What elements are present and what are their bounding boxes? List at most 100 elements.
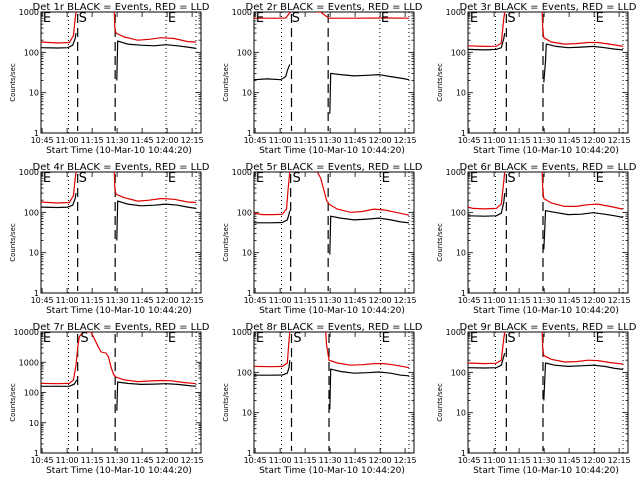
- y-tick-label: 10: [29, 419, 39, 428]
- x-tick-label: 11:45: [558, 296, 581, 305]
- chart-panel-2: Det 2r BLACK = Events, RED = LLD 1 10 100 10…: [222, 2, 423, 156]
- plot-frame: [467, 171, 629, 294]
- plot-frame: [253, 331, 415, 454]
- y-axis-label: Counts/sec: [9, 63, 17, 102]
- event-marker-e: E: [470, 171, 478, 186]
- x-axis-label: Start Time (10-Mar-10 10:44:20): [259, 466, 405, 476]
- series-line-events: [543, 209, 624, 250]
- event-marker-s: S: [507, 11, 515, 26]
- series-line-events: [41, 33, 77, 49]
- series-line-events: [116, 40, 197, 81]
- y-tick-label: 1000: [446, 328, 466, 337]
- chart-panel-4: Det 4r BLACK = Events, RED = LLD 1 10 100 10…: [9, 162, 210, 316]
- series-line-events: [254, 210, 291, 224]
- x-axis-label: Start Time (10-Mar-10 10:44:20): [46, 466, 192, 476]
- series-line-events: [329, 72, 410, 114]
- x-tick-label: 12:00: [156, 136, 179, 145]
- x-tick-label: 12:00: [369, 136, 392, 145]
- x-tick-label: 11:15: [294, 456, 317, 465]
- x-tick-label: 12:15: [394, 456, 417, 465]
- x-tick-label: 11:00: [269, 296, 292, 305]
- y-tick-label: 10: [29, 89, 39, 98]
- plot-frame: [253, 171, 415, 294]
- series-line-events: [468, 33, 506, 51]
- y-tick-label: 100: [24, 208, 39, 217]
- x-axis-label: Start Time (10-Mar-10 10:44:20): [473, 306, 619, 316]
- y-tick-label: 1: [461, 129, 466, 138]
- x-tick-label: 11:15: [81, 296, 104, 305]
- x-tick-label: 11:30: [106, 456, 129, 465]
- y-tick-label: 100: [24, 389, 39, 398]
- series-line-lld: [541, 12, 624, 47]
- series-line-lld: [315, 12, 410, 19]
- series-line-events: [543, 362, 624, 401]
- event-marker-s: S: [80, 331, 88, 346]
- x-tick-label: 11:30: [319, 136, 342, 145]
- event-marker-s: S: [79, 11, 87, 26]
- chart-title: Det 5r BLACK = Events, RED = LLD: [246, 162, 423, 173]
- x-tick-label: 11:45: [344, 456, 367, 465]
- y-tick-label: 100: [237, 48, 252, 57]
- x-tick-label: 12:15: [181, 136, 204, 145]
- x-tick-label: 11:45: [344, 296, 367, 305]
- series-line-lld: [541, 332, 624, 365]
- y-axis-label: Counts/sec: [9, 223, 17, 262]
- chart-panel-7: Det 7r BLACK = Events, RED = LLD 1 10 100 10…: [9, 322, 210, 476]
- chart-panel-1: Det 1r BLACK = Events, RED = LLD 1 10 100 10…: [9, 2, 210, 156]
- y-tick-label: 1: [34, 449, 39, 458]
- event-marker-s: S: [293, 171, 301, 186]
- x-tick-label: 11:30: [533, 136, 556, 145]
- plot-frame: [253, 11, 415, 134]
- y-tick-label: 100: [451, 48, 466, 57]
- x-axis-label: Start Time (10-Mar-10 10:44:20): [259, 146, 405, 156]
- x-axis-label: Start Time (10-Mar-10 10:44:20): [46, 306, 192, 316]
- y-tick-label: 1: [34, 289, 39, 298]
- y-tick-label: 10: [242, 409, 252, 418]
- y-tick-label: 1000: [446, 8, 466, 17]
- x-tick-label: 12:00: [369, 456, 392, 465]
- series-line-lld: [468, 12, 506, 48]
- event-marker-e: E: [470, 11, 478, 26]
- x-tick-label: 11:00: [56, 296, 79, 305]
- y-tick-label: 100: [24, 48, 39, 57]
- event-marker-e: E: [168, 331, 176, 346]
- x-tick-label: 11:30: [319, 296, 342, 305]
- series-line-lld: [254, 12, 292, 19]
- y-tick-label: 10000: [14, 328, 39, 337]
- x-tick-label: 12:15: [394, 136, 417, 145]
- y-tick-label: 1000: [232, 168, 252, 177]
- y-tick-label: 1000: [19, 8, 39, 17]
- x-tick-label: 10:45: [244, 136, 267, 145]
- event-marker-e: E: [256, 11, 264, 26]
- plot-frame: [40, 11, 202, 134]
- series-line-events: [254, 64, 291, 81]
- x-tick-label: 10:45: [31, 296, 54, 305]
- plot-frame: [40, 331, 202, 454]
- y-tick-label: 1000: [19, 358, 39, 367]
- event-marker-e: E: [43, 171, 51, 186]
- series-line-events: [468, 352, 506, 369]
- event-marker-e: E: [168, 171, 176, 186]
- x-tick-label: 12:00: [583, 136, 606, 145]
- series-line-lld: [316, 172, 410, 216]
- x-tick-label: 11:45: [131, 136, 154, 145]
- x-tick-label: 12:15: [608, 456, 631, 465]
- chart-title: Det 6r BLACK = Events, RED = LLD: [460, 162, 637, 173]
- x-tick-label: 12:15: [608, 296, 631, 305]
- x-tick-label: 12:00: [156, 296, 179, 305]
- y-tick-label: 1: [247, 289, 252, 298]
- y-axis-label: Counts/sec: [436, 383, 444, 422]
- event-marker-s: S: [79, 171, 87, 186]
- y-tick-label: 1000: [232, 328, 252, 337]
- chart-title: Det 2r BLACK = Events, RED = LLD: [246, 2, 423, 13]
- series-line-events: [254, 360, 291, 376]
- chart-title: Det 9r BLACK = Events, RED = LLD: [460, 322, 637, 333]
- x-tick-label: 10:45: [458, 136, 481, 145]
- series-line-lld: [41, 12, 77, 44]
- event-marker-e: E: [596, 171, 604, 186]
- event-marker-e: E: [470, 331, 478, 346]
- x-tick-label: 11:30: [533, 456, 556, 465]
- x-axis-label: Start Time (10-Mar-10 10:44:20): [46, 146, 192, 156]
- series-line-lld: [468, 332, 506, 365]
- y-axis-label: Counts/sec: [222, 383, 230, 422]
